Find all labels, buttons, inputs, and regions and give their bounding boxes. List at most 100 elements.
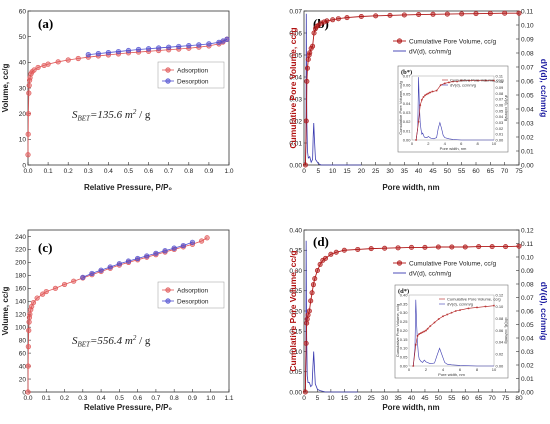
desorption-point bbox=[189, 239, 196, 245]
x-tick-label: 75 bbox=[502, 395, 510, 402]
y2-tick-label: 0.10 bbox=[521, 254, 534, 261]
inset-y-tick-label: 0.40 bbox=[400, 292, 409, 297]
cumulative-point bbox=[304, 320, 310, 326]
y2-tick-label: 0.04 bbox=[521, 335, 534, 342]
inset-cumulative-point bbox=[452, 80, 454, 83]
desorption-point bbox=[125, 258, 132, 264]
inset-label: (b*) bbox=[401, 69, 412, 76]
y2-axis-label: dV(d), cc/nm/g bbox=[539, 282, 549, 341]
plot-frame bbox=[303, 10, 520, 166]
legend-entry: Adsorption bbox=[177, 287, 208, 294]
y-tick-label: 40 bbox=[19, 60, 27, 67]
y2-tick-label: 0.02 bbox=[521, 134, 534, 141]
inset-cumulative-point bbox=[418, 333, 421, 336]
inset-legend-entry: Cumulative Pore Volume, cc/g bbox=[447, 296, 501, 301]
y-tick-label: 0.00 bbox=[289, 162, 302, 169]
x-tick-label: 25 bbox=[372, 168, 380, 175]
inset-y-tick-label: 0.15 bbox=[400, 337, 409, 342]
cumulative-point bbox=[516, 243, 522, 249]
inset-plot-frame bbox=[408, 294, 495, 367]
cumulative-point bbox=[476, 244, 482, 250]
x-tick-label: 30 bbox=[386, 168, 394, 175]
y-tick-label: 0.06 bbox=[289, 30, 302, 37]
legend: Cumulative Pore Volume, cc/g dV(d), cc/nm… bbox=[393, 38, 496, 56]
inset-cumulative-point bbox=[439, 84, 442, 87]
adsorption-point bbox=[35, 64, 41, 71]
adsorption-point bbox=[61, 281, 68, 288]
y-tick-label: 0.05 bbox=[289, 369, 302, 376]
inset-y-tick-label: 0.35 bbox=[400, 301, 409, 306]
inset-cumulative-point bbox=[427, 92, 430, 95]
cumulative-point bbox=[368, 246, 374, 252]
y-tick-label: 0.07 bbox=[289, 8, 302, 15]
cumulative-point bbox=[322, 255, 328, 261]
inset-y2-tick-label: 0.08 bbox=[496, 91, 505, 96]
x-tick-label: 1.0 bbox=[224, 168, 233, 175]
cumulative-point bbox=[308, 298, 314, 304]
desorption-point bbox=[166, 44, 172, 50]
inset-cumulative-point bbox=[447, 81, 450, 84]
legend-box bbox=[157, 281, 225, 309]
inset-y2-tick-label: 0.10 bbox=[496, 79, 505, 84]
inset-cumulative-point bbox=[493, 304, 495, 307]
x-tick-label: 45 bbox=[429, 168, 437, 175]
cumulative-point bbox=[317, 261, 323, 267]
sbet-unit: / g bbox=[136, 335, 151, 347]
x-tick-label: 0.2 bbox=[60, 395, 69, 402]
inset-y-tick-label: 0.06 bbox=[403, 83, 412, 88]
cumulative-point bbox=[328, 251, 334, 257]
x-tick-label: 0.3 bbox=[84, 168, 93, 175]
y2-tick-label: 0.03 bbox=[521, 120, 534, 127]
inset-cumulative-point bbox=[484, 79, 487, 82]
x-tick-label: 0.9 bbox=[188, 395, 197, 402]
cumulative-point bbox=[344, 15, 350, 21]
x-tick-label: 15 bbox=[343, 168, 351, 175]
adsorption-point bbox=[25, 111, 32, 117]
x-axis-label: Pore width, nm bbox=[382, 183, 439, 192]
inset-cumulative-point bbox=[412, 365, 415, 367]
inset-x-tick-label: 6 bbox=[460, 141, 463, 146]
inset-cumulative-point bbox=[456, 80, 459, 83]
desorption-point bbox=[107, 264, 113, 270]
inset-cumulative-point bbox=[425, 329, 427, 332]
inset-legend-entry: dV(d), cc/nm/g bbox=[450, 82, 476, 87]
y-tick-label: 140 bbox=[15, 299, 26, 306]
desorption-point bbox=[135, 255, 141, 262]
adsorption-line bbox=[27, 237, 208, 393]
sbet-superscript: 2 bbox=[133, 334, 137, 342]
cumulative-point bbox=[312, 276, 318, 282]
inset-cumulative-point bbox=[435, 89, 438, 92]
legend-entry: dV(d), cc/nm/g bbox=[409, 271, 452, 278]
y2-tick-label: 0.02 bbox=[521, 362, 534, 369]
desorption-point bbox=[162, 248, 168, 254]
y-tick-label: 50 bbox=[19, 34, 27, 41]
x-tick-label: 50 bbox=[444, 168, 452, 175]
inset-x-tick-label: 0 bbox=[408, 367, 411, 372]
cumulative-point bbox=[487, 10, 493, 16]
y2-tick-label: 0.01 bbox=[521, 148, 534, 155]
x-tick-label: 55 bbox=[458, 168, 466, 175]
inset-x-tick-label: 0 bbox=[411, 141, 414, 146]
adsorption-point bbox=[65, 57, 71, 63]
y-tick-label: 0 bbox=[22, 389, 26, 396]
cumulative-point bbox=[408, 244, 414, 250]
inset-b: (b*)0 2 4 6 8 100.000.010.020.030.040.050.060… bbox=[397, 65, 509, 153]
adsorption-point bbox=[204, 235, 210, 241]
y2-tick-label: 0.07 bbox=[521, 295, 534, 302]
desorption-point bbox=[206, 41, 212, 47]
sbet-subscript: BET bbox=[78, 341, 92, 349]
adsorption-point bbox=[45, 61, 51, 67]
inset-y2-tick-label: 0.02 bbox=[496, 126, 505, 131]
adsorption-point bbox=[31, 67, 37, 73]
desorption-point bbox=[95, 51, 101, 57]
inset-cumulative-point bbox=[467, 307, 470, 310]
cumulative-point bbox=[307, 50, 313, 56]
inset-cumulative-point bbox=[446, 313, 449, 316]
x-tick-label: 1.0 bbox=[206, 395, 215, 402]
cumulative-point bbox=[382, 245, 388, 251]
inset-cumulative-point bbox=[476, 79, 479, 82]
x-tick-label: 0.0 bbox=[23, 168, 32, 175]
cumulative-point bbox=[335, 16, 341, 22]
y2-tick-label: 0.07 bbox=[521, 64, 534, 71]
sbet-annotation: SBET=135.6 m2 / g bbox=[72, 108, 151, 123]
